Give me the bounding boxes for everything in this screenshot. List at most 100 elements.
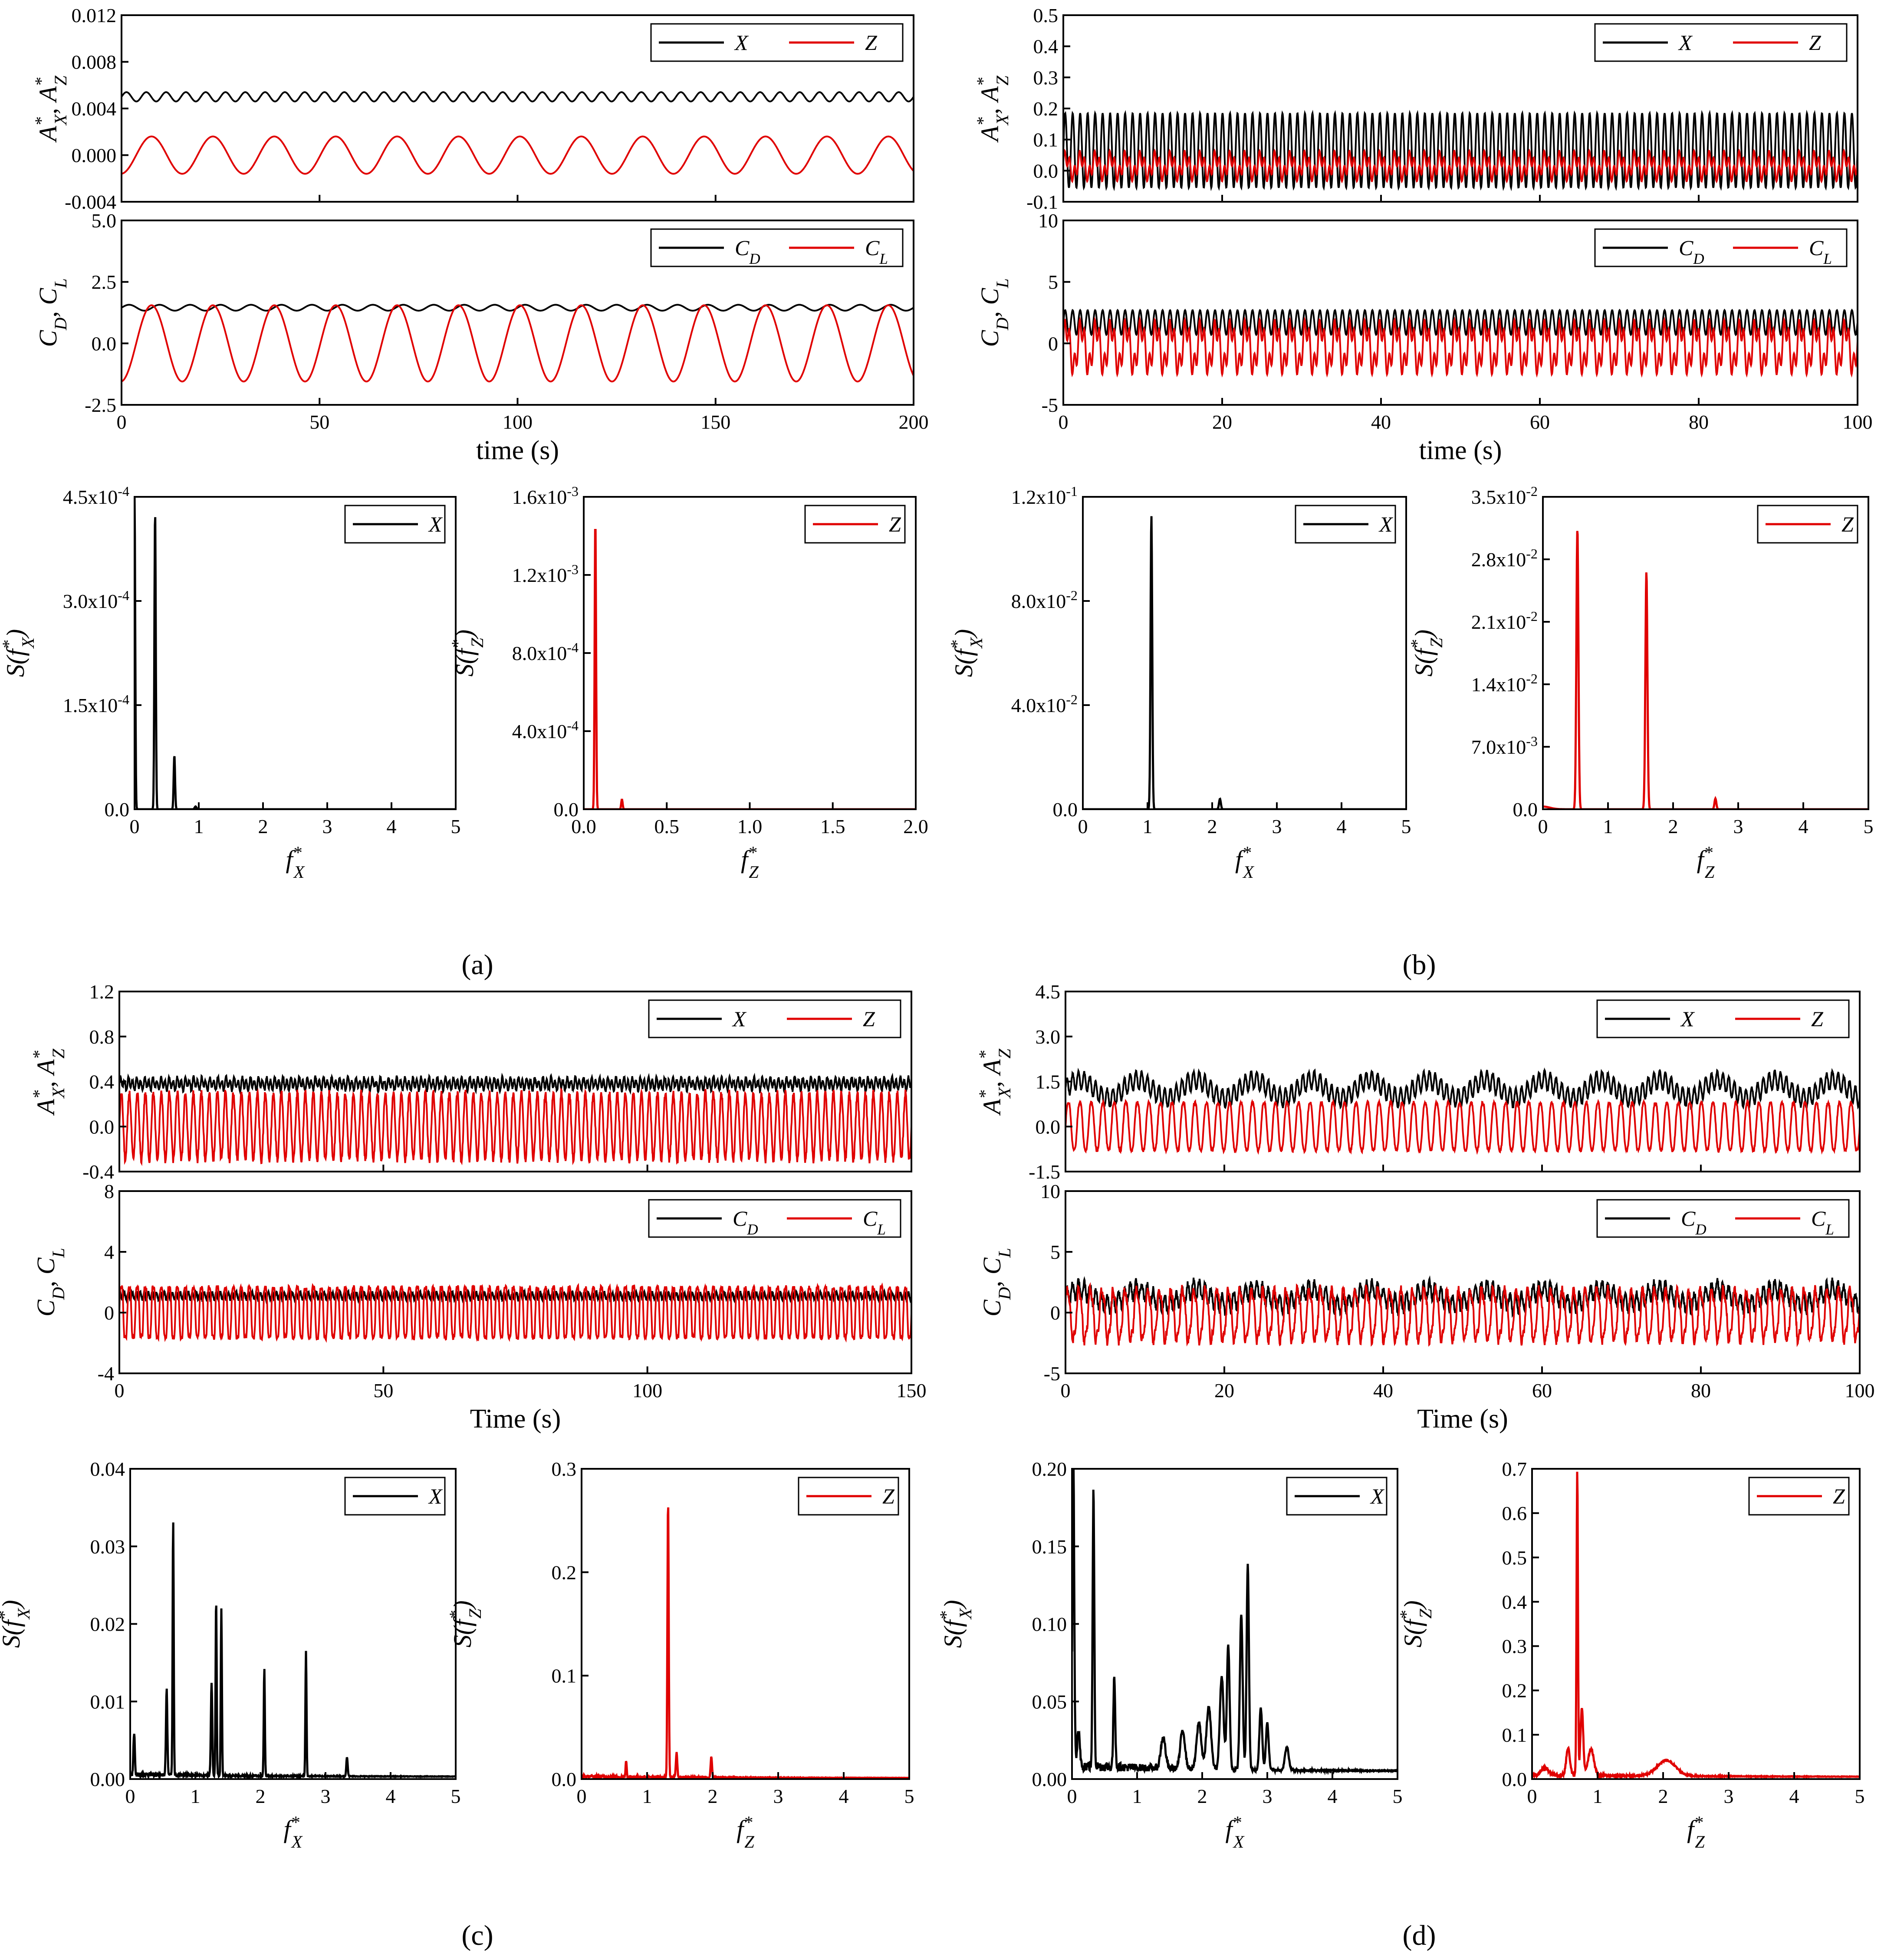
plot-frame-c-spec-z [581,1468,910,1780]
y-tick-label: 10 [1040,1180,1060,1202]
x-tick-label: 4 [1799,815,1809,837]
x-tick-label: 0.5 [654,815,680,837]
series-line-b-spec-x-x [1083,516,1406,809]
series-line-d-spec-x-x [1072,1469,1397,1776]
y-tick-label: 1.4x10-2 [1471,671,1538,696]
y-tick-label: 0.01 [90,1691,125,1713]
y-tick-label: 1.5x10-4 [63,692,129,716]
chart-d-spec-x: 0.00 0.05 0.10 0.15 0.20 0 1 2 3 4 5 S(f*X) f* X X [936,1458,1403,1852]
plot-frame-d-spec-z [1531,1468,1861,1780]
y-tick-label: 0.012 [72,4,117,26]
x-tick-label: 150 [700,411,730,433]
x-axis-label-b-force: time (s) [1419,436,1502,465]
x-tick-label: 100 [1845,1379,1875,1402]
x-tick-label: 4 [1337,815,1347,837]
series-line-a-spec-z-z [584,529,916,809]
x-tick-label: 4 [1328,1785,1338,1807]
x-tick-label: 1 [1593,1785,1603,1807]
y-tick-label: -0.1 [1026,191,1058,213]
x-tick-label: 40 [1371,411,1391,433]
y-tick-label: 0 [104,1302,114,1324]
y-tick-label: 4.0x10-2 [1011,692,1078,716]
x-tick-label: 150 [897,1379,927,1402]
series-line-c-force-cl [119,1282,911,1343]
y-tick-label: 0.00 [90,1768,125,1790]
chart-c-amp: -0.4 0.0 0.4 0.8 1.2 A*X, A*Z X Z [29,981,912,1183]
x-axis-label-a-spec-x: f* X [286,843,306,882]
x-tick-label: 100 [503,411,533,433]
series-line-d-spec-z-z [1532,1471,1860,1779]
x-tick-label: 50 [309,411,329,433]
x-tick-label: 5 [1393,1785,1403,1807]
x-tick-label: 5 [451,815,461,837]
series-line-c-amp-z [119,1087,911,1166]
x-tick-label: 4 [386,1785,396,1807]
y-tick-label: 0.00 [1032,1768,1067,1790]
x-tick-label: 0 [1527,1785,1537,1807]
y-tick-label: 0.20 [1032,1458,1067,1480]
series-line-d-force-cd [1065,1275,1860,1318]
y-tick-label: 5 [1048,271,1058,293]
x-tick-label: 0 [1538,815,1548,837]
y-tick-label: 0.3 [552,1458,577,1480]
series-line-b-force-cl [1063,316,1858,378]
legend-label: X [428,512,443,536]
y-tick-label: 8 [104,1180,114,1202]
y-tick-label: 0.03 [90,1536,125,1558]
legend-label: CL [1809,236,1832,267]
y-tick-label: 4.5 [1036,981,1061,1003]
y-tick-label: 0.10 [1032,1613,1067,1635]
y-tick-label: 0.0 [1502,1768,1527,1790]
x-tick-label: 100 [1843,411,1873,433]
x-tick-label: 5 [904,1785,914,1807]
y-axis-label-c-spec-z: S(f*Z) [446,1600,485,1647]
plot-frame-b-spec-z [1542,496,1869,810]
y-tick-label: 0 [1050,1302,1060,1324]
y-tick-label: -0.004 [65,191,116,213]
x-axis-label-a-spec-z: f* Z [741,843,759,882]
y-tick-label: 0.3 [1033,66,1059,89]
plot-frame-d-force [1065,1190,1861,1374]
x-tick-label: 3 [1263,1785,1273,1807]
x-tick-label: 4 [387,815,397,837]
y-tick-label: 0.0 [105,798,130,821]
legend-label: X [1680,1007,1695,1031]
y-axis-label-d-spec-x: S(f*X) [936,1600,975,1648]
legend-label: Z [889,512,901,536]
legend-label: Z [1809,30,1822,55]
plot-frame-b-force [1062,220,1858,406]
y-tick-label: 5 [1050,1241,1060,1263]
x-tick-label: 0 [117,411,127,433]
y-tick-label: 1.2x10-1 [1011,483,1078,508]
y-tick-label: 0.0 [1513,798,1538,821]
series-line-b-amp-z [1063,148,1858,184]
x-tick-label: 5 [1401,815,1411,837]
legend-label: CL [1811,1206,1834,1238]
y-tick-label: 3.0x10-4 [63,588,129,612]
legend-label: X [732,1007,747,1031]
legend-label: CD [733,1206,758,1238]
x-tick-label: 1.0 [737,815,763,837]
legend-label: X [1370,1484,1385,1508]
panel-label-c: (c) [461,1920,493,1951]
y-tick-label: 0.000 [72,144,117,167]
y-tick-label: 0.4 [1502,1591,1527,1613]
y-tick-label: 0.6 [1502,1502,1527,1524]
y-tick-label: 0.0 [1053,798,1078,821]
x-axis-label-c-force: Time (s) [470,1404,561,1434]
series-line-b-spec-z-z [1543,531,1868,809]
y-axis-label-a-spec-x: S(f*X) [0,629,38,677]
legend-label: Z [1841,512,1854,536]
y-tick-label: 2.8x10-2 [1471,546,1538,571]
y-tick-label: -0.4 [82,1161,114,1183]
legend-label: Z [1833,1484,1845,1508]
plot-frame-b-spec-x [1082,496,1407,810]
series-line-d-amp-x [1065,1067,1860,1111]
series-line-d-amp-z [1065,1098,1860,1155]
y-tick-label: 0.0 [552,1768,577,1790]
x-axis-label-d-spec-z: f* Z [1687,1812,1705,1852]
y-tick-label: 0.0 [554,798,579,821]
y-tick-label: 7.0x10-3 [1471,733,1538,758]
